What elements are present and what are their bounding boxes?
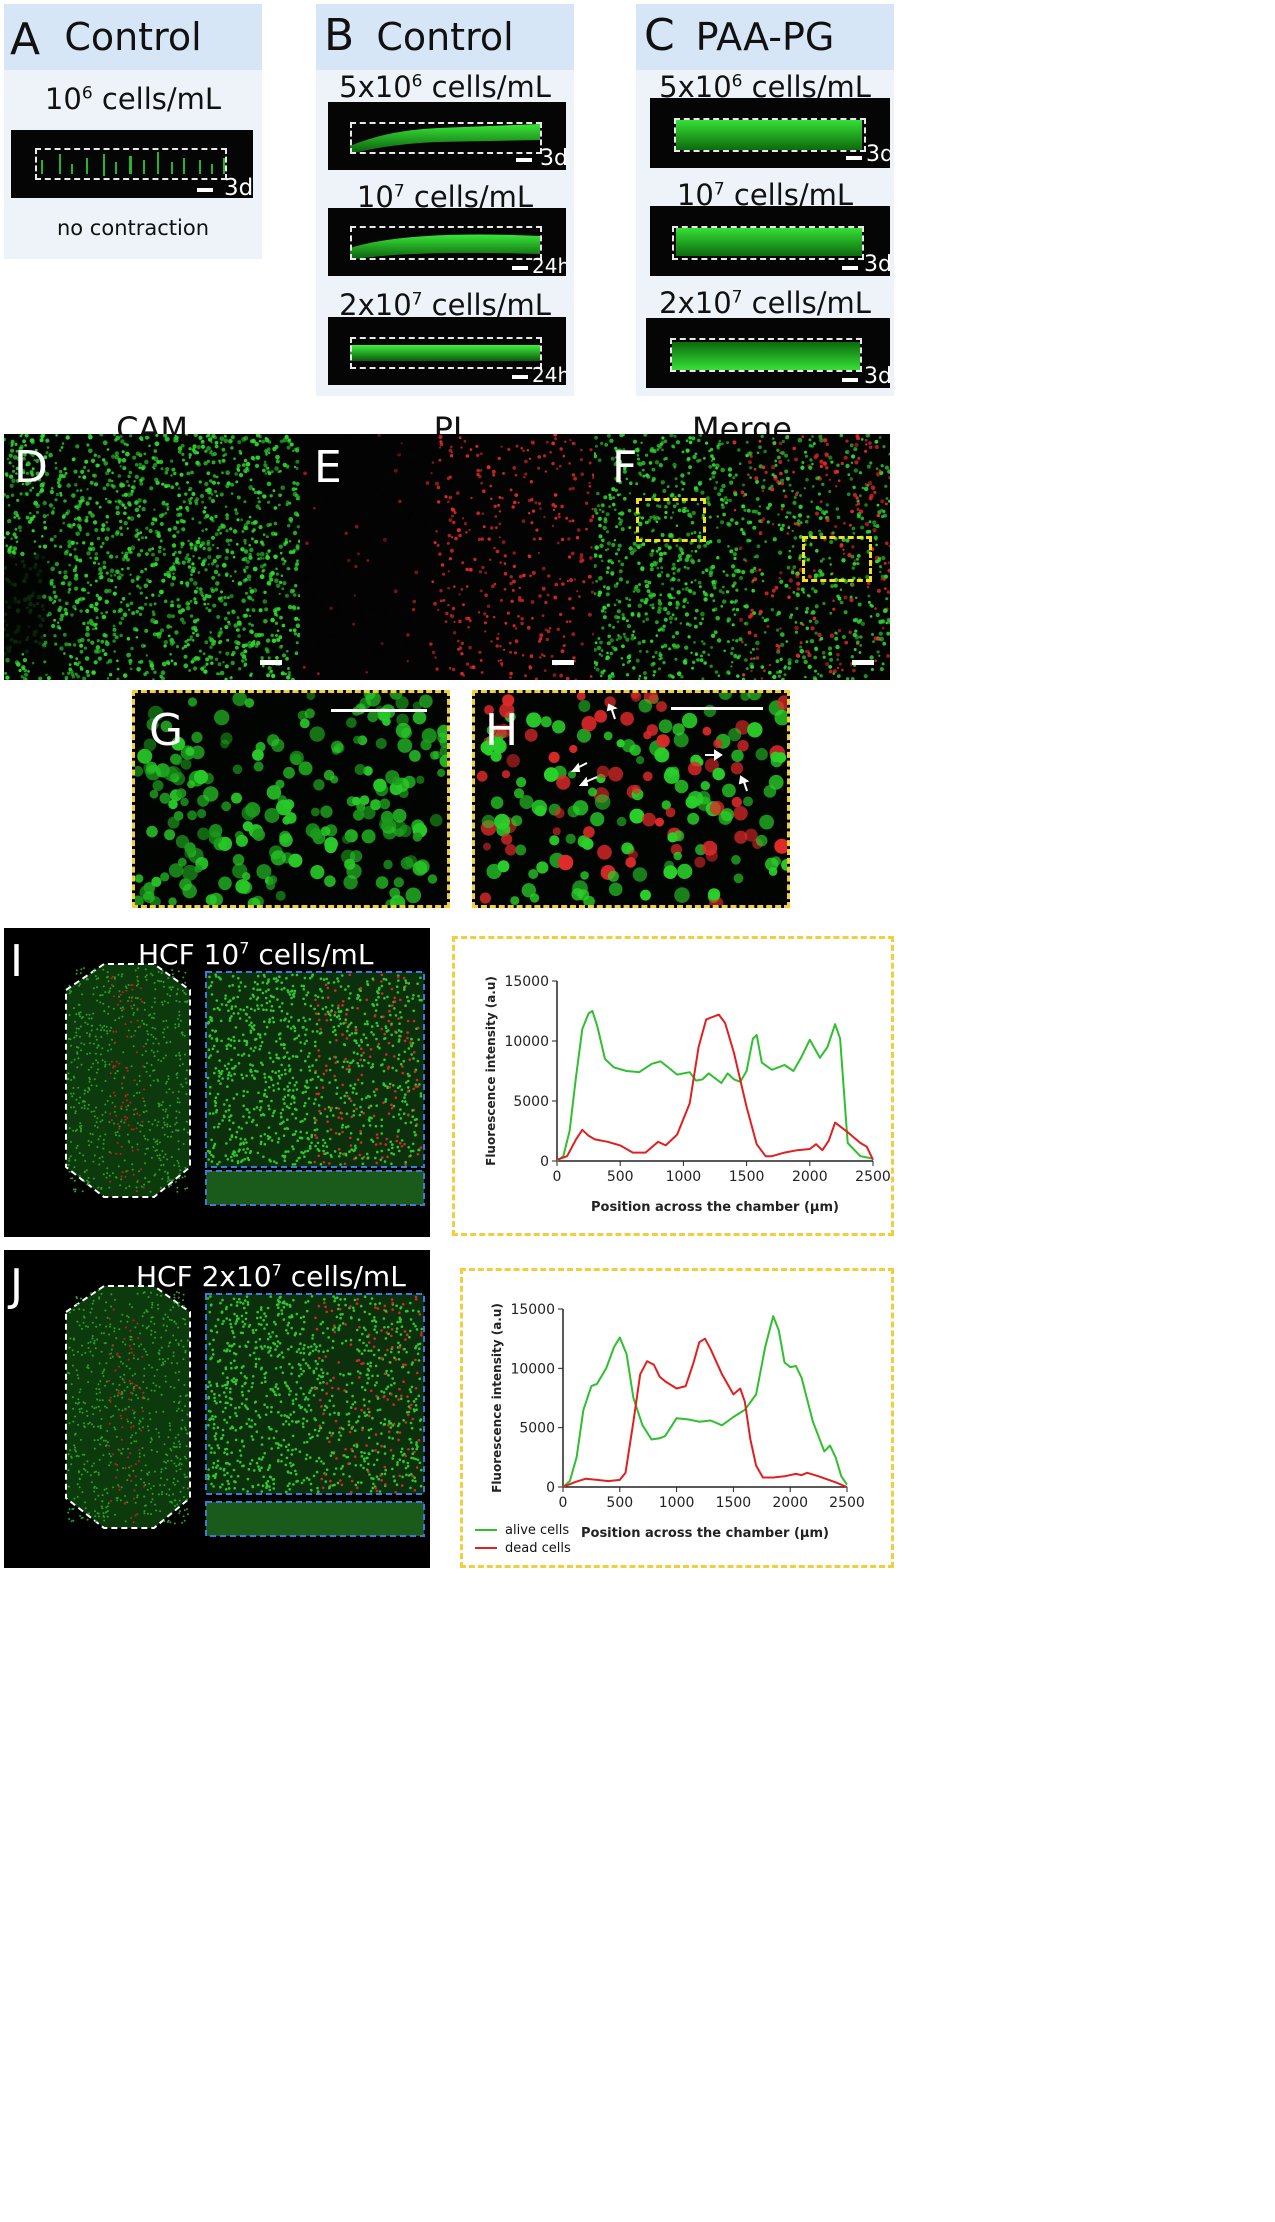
y-tick-label: 5000 bbox=[513, 1094, 549, 1110]
legend: alive cells dead cells bbox=[475, 1521, 571, 1557]
legend-label-alive: alive cells bbox=[505, 1523, 569, 1538]
panel-j-letter: J bbox=[10, 1264, 23, 1308]
panel-d-image: D bbox=[4, 434, 300, 680]
panel-c-title: PAA-PG bbox=[696, 15, 835, 59]
x-tick-label: 1500 bbox=[716, 1495, 752, 1511]
x-axis-label: Position across the chamber (µm) bbox=[581, 1526, 829, 1541]
panel-c-row1-roi bbox=[674, 118, 866, 152]
panel-c-row3-image: 3d bbox=[646, 318, 890, 388]
panel-b-title: Control bbox=[376, 15, 513, 59]
y-tick-label: 5000 bbox=[519, 1421, 555, 1437]
panel-c-row1-image: 3d bbox=[650, 98, 890, 168]
panel-e-letter: E bbox=[314, 446, 342, 490]
panel-b-row1-conc: 5x106 cells/mL bbox=[316, 70, 574, 104]
x-tick-label: 2000 bbox=[772, 1495, 808, 1511]
panel-c: PAA-PG C 5x106 cells/mL 3d 107 cells/mL … bbox=[636, 4, 894, 396]
x-tick-label: 2500 bbox=[855, 1169, 891, 1185]
panel-b-row1-time: 3d bbox=[540, 146, 566, 170]
panel-j-chart-frame: 0 5000 10000 15000 0 500 1000 1500 2000 2500 Posit… bbox=[460, 1268, 894, 1568]
panel-a-roi bbox=[35, 148, 227, 180]
panel-b-row2-time: 24h bbox=[532, 254, 566, 276]
panel-e-scalebar bbox=[552, 660, 574, 665]
panel-d-scalebar bbox=[260, 660, 282, 665]
series-line-alive-cells bbox=[557, 1011, 873, 1161]
series-line-dead-cells bbox=[563, 1339, 847, 1487]
panel-j-image: J HCF 2x107 cells/mL bbox=[4, 1250, 430, 1568]
x-tick-label: 500 bbox=[606, 1495, 633, 1511]
legend-item-dead: dead cells bbox=[475, 1539, 571, 1557]
panel-a-title: Control bbox=[64, 15, 201, 59]
panel-g-letter: G bbox=[149, 709, 183, 753]
panel-i-chart: 0 5000 10000 15000 0 500 1000 1500 2000 2500 Posit… bbox=[455, 939, 891, 1233]
panel-c-row2-image: 3d bbox=[650, 206, 890, 276]
panel-b-row3-time: 24h bbox=[532, 363, 566, 385]
x-tick-label: 1500 bbox=[729, 1169, 765, 1185]
legend-line-dead bbox=[475, 1547, 497, 1549]
y-tick-label: 10000 bbox=[504, 1034, 549, 1050]
panel-b-row2-roi bbox=[350, 226, 542, 260]
panel-c-row3-time: 3d bbox=[864, 364, 890, 388]
panel-d-letter: D bbox=[14, 446, 48, 490]
x-tick-label: 500 bbox=[607, 1169, 634, 1185]
panel-i-image: I HCF 107 cells/mL bbox=[4, 928, 430, 1237]
x-tick-label: 2000 bbox=[792, 1169, 828, 1185]
panel-c-row1-time: 3d bbox=[866, 142, 890, 167]
panel-b-row1-roi bbox=[350, 122, 542, 154]
y-axis-label: Fluorescence intensity (a.u) bbox=[484, 976, 498, 1166]
panel-a-scalebar bbox=[197, 188, 213, 192]
x-tick-label: 1000 bbox=[666, 1169, 702, 1185]
panel-c-letter: C bbox=[644, 14, 675, 58]
panel-i-chart-frame: 0 5000 10000 15000 0 500 1000 1500 2000 2500 Posit… bbox=[452, 936, 894, 1236]
panel-f-roi-right bbox=[802, 536, 872, 582]
panel-h-image: H bbox=[472, 690, 790, 908]
panel-f-scalebar bbox=[852, 660, 874, 665]
panel-c-row3-roi bbox=[670, 338, 862, 372]
y-tick-label: 10000 bbox=[510, 1361, 555, 1377]
y-tick-label: 15000 bbox=[510, 1302, 555, 1318]
x-axis-label: Position across the chamber (µm) bbox=[591, 1200, 839, 1215]
panel-a-time: 3d bbox=[224, 175, 253, 198]
legend-item-alive: alive cells bbox=[475, 1521, 571, 1539]
y-tick-label: 0 bbox=[540, 1154, 549, 1170]
panel-a-header: Control bbox=[4, 4, 262, 70]
x-tick-label: 1000 bbox=[659, 1495, 695, 1511]
y-axis-label: Fluorescence intensity (a.u) bbox=[490, 1303, 504, 1493]
x-tick-label: 2500 bbox=[829, 1495, 865, 1511]
panel-a-concentration: 106 cells/mL bbox=[4, 82, 262, 116]
x-tick-label: 0 bbox=[553, 1169, 562, 1185]
legend-label-dead: dead cells bbox=[505, 1541, 571, 1556]
panel-b-header: Control bbox=[316, 4, 574, 70]
panel-e-image: E bbox=[300, 434, 594, 680]
panel-f-roi-left bbox=[636, 498, 706, 542]
panel-a-note: no contraction bbox=[4, 216, 262, 240]
panel-b-row3-image: 24h bbox=[328, 317, 566, 385]
panel-a: Control A 106 cells/mL 3d no contraction bbox=[4, 4, 262, 259]
panel-g-image: G bbox=[132, 690, 450, 908]
series-line-dead-cells bbox=[557, 1015, 873, 1160]
panel-b-row2-image: 24h bbox=[328, 208, 566, 276]
panel-b-row3-roi bbox=[350, 337, 542, 369]
panel-i-title: HCF 107 cells/mL bbox=[138, 938, 373, 971]
panel-c-row2-time: 3d bbox=[864, 252, 890, 276]
panel-a-letter: A bbox=[10, 18, 40, 62]
series-line-alive-cells bbox=[563, 1316, 847, 1487]
panel-b-row1-image: 3d bbox=[328, 102, 566, 170]
panel-f-letter: F bbox=[612, 446, 637, 490]
panel-h-arrows bbox=[475, 693, 787, 905]
panel-b-letter: B bbox=[324, 14, 354, 58]
panel-c-row3-conc: 2x107 cells/mL bbox=[636, 286, 894, 320]
y-tick-label: 15000 bbox=[504, 974, 549, 990]
panel-j-title: HCF 2x107 cells/mL bbox=[136, 1260, 406, 1293]
legend-line-alive bbox=[475, 1529, 497, 1531]
panel-f-image: F bbox=[594, 434, 890, 680]
panel-b: Control B 5x106 cells/mL 3d 107 cells/mL… bbox=[316, 4, 574, 396]
panel-a-section-image: 3d bbox=[11, 130, 253, 198]
panel-i-letter: I bbox=[10, 940, 23, 984]
panel-c-row2-roi bbox=[672, 226, 864, 260]
panel-g-scalebar bbox=[331, 709, 427, 712]
x-tick-label: 0 bbox=[559, 1495, 568, 1511]
y-tick-label: 0 bbox=[546, 1480, 555, 1496]
